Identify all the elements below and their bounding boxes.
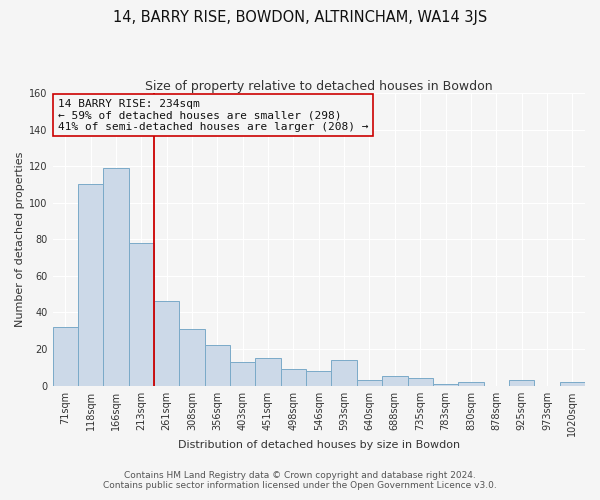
Bar: [78, 184, 103, 386]
Bar: [256, 358, 281, 386]
Text: 14, BARRY RISE, BOWDON, ALTRINCHAM, WA14 3JS: 14, BARRY RISE, BOWDON, ALTRINCHAM, WA14…: [113, 10, 487, 25]
X-axis label: Distribution of detached houses by size in Bowdon: Distribution of detached houses by size …: [178, 440, 460, 450]
Bar: [306, 371, 331, 386]
Bar: [407, 378, 433, 386]
Bar: [128, 243, 154, 386]
Bar: [53, 327, 78, 386]
Bar: [331, 360, 357, 386]
Text: 14 BARRY RISE: 234sqm
← 59% of detached houses are smaller (298)
41% of semi-det: 14 BARRY RISE: 234sqm ← 59% of detached …: [58, 99, 368, 132]
Bar: [382, 376, 407, 386]
Bar: [281, 369, 306, 386]
Bar: [205, 346, 230, 386]
Text: Contains HM Land Registry data © Crown copyright and database right 2024.
Contai: Contains HM Land Registry data © Crown c…: [103, 470, 497, 490]
Bar: [230, 362, 256, 386]
Bar: [103, 168, 128, 386]
Bar: [509, 380, 534, 386]
Y-axis label: Number of detached properties: Number of detached properties: [15, 152, 25, 327]
Bar: [179, 329, 205, 386]
Bar: [458, 382, 484, 386]
Bar: [560, 382, 585, 386]
Bar: [357, 380, 382, 386]
Bar: [433, 384, 458, 386]
Title: Size of property relative to detached houses in Bowdon: Size of property relative to detached ho…: [145, 80, 493, 93]
Bar: [154, 302, 179, 386]
